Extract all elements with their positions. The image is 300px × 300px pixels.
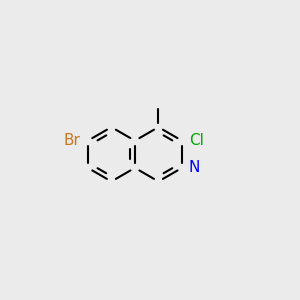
Text: Br: Br (64, 133, 81, 148)
Text: N: N (188, 160, 200, 175)
Text: Cl: Cl (189, 133, 204, 148)
